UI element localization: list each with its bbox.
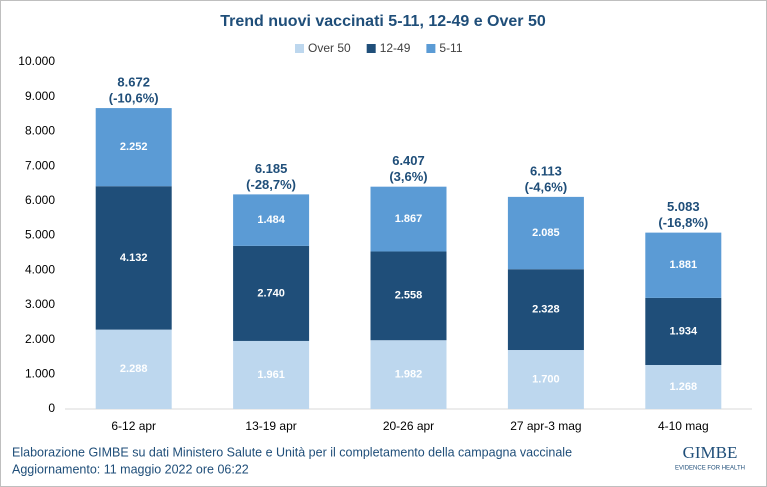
total-label: 6.407	[392, 153, 425, 168]
bar-segment	[233, 194, 310, 246]
total-label: 8.672	[117, 75, 150, 90]
bar-segment	[507, 350, 584, 409]
data-label: 2.328	[532, 304, 560, 316]
data-label: 1.881	[670, 259, 698, 271]
legend-label: 5-11	[439, 41, 462, 55]
data-label: 1.934	[670, 325, 698, 337]
y-tick-label: 10.000	[18, 54, 55, 68]
y-tick-label: 6.000	[25, 193, 55, 207]
legend-label: Over 50	[308, 41, 351, 55]
bar-segment	[370, 251, 447, 341]
y-tick-label: 5.000	[25, 228, 55, 242]
bar-segment	[95, 108, 172, 187]
legend-swatch	[295, 44, 304, 53]
y-tick-label: 7.000	[25, 158, 55, 172]
data-label: 1.268	[670, 381, 698, 393]
legend-swatch	[366, 44, 376, 53]
bar-segment	[95, 329, 172, 409]
chart-title: Trend nuovi vaccinati 5-11, 12-49 e Over…	[220, 13, 546, 30]
change-label: (-10,6%)	[109, 91, 159, 106]
data-label: 2.558	[395, 290, 423, 302]
data-label: 1.867	[395, 213, 423, 225]
change-label: (-16,8%)	[658, 215, 708, 230]
bar-segment	[370, 186, 447, 252]
logo-name: GIMBE	[683, 443, 738, 462]
y-tick-label: 0	[48, 401, 55, 415]
y-tick-label: 1.000	[25, 366, 55, 380]
x-tick-label: 20-26 apr	[383, 419, 434, 433]
bar-segment	[233, 340, 310, 409]
data-label: 4.132	[120, 252, 148, 264]
x-tick-label: 27 apr-3 mag	[510, 419, 581, 433]
y-tick-label: 2.000	[25, 332, 55, 346]
y-tick-label: 8.000	[25, 124, 55, 138]
legend-label: 12-49	[380, 41, 411, 55]
y-tick-label: 3.000	[25, 297, 55, 311]
bar-segment	[645, 365, 722, 409]
total-label: 5.083	[667, 199, 700, 214]
change-label: (-28,7%)	[246, 177, 296, 192]
data-label: 2.288	[120, 363, 148, 375]
legend-swatch	[426, 44, 436, 53]
change-label: (-4,6%)	[525, 179, 568, 194]
data-label: 2.252	[120, 141, 148, 153]
total-label: 6.185	[255, 161, 288, 176]
bar-segment	[507, 196, 584, 270]
bar-segment	[95, 186, 172, 330]
footer-source: Elaborazione GIMBE su dati Ministero Sal…	[12, 445, 572, 459]
logo-tagline: EVIDENCE FOR HEALTH	[675, 466, 745, 472]
data-label: 2.740	[257, 287, 285, 299]
data-label: 1.982	[395, 369, 423, 381]
footer-update: Aggiornamento: 11 maggio 2022 ore 06:22	[12, 462, 249, 476]
data-label: 1.484	[257, 214, 285, 226]
x-tick-label: 4-10 mag	[658, 419, 709, 433]
y-tick-label: 9.000	[25, 89, 55, 103]
bar-segment	[645, 297, 722, 366]
data-label: 2.085	[532, 227, 560, 239]
bar-segment	[645, 232, 722, 298]
data-label: 1.700	[532, 373, 560, 385]
x-tick-label: 6-12 apr	[111, 419, 156, 433]
total-label: 6.113	[530, 163, 562, 178]
x-tick-label: 13-19 apr	[245, 419, 296, 433]
bar-segment	[370, 340, 447, 409]
y-tick-label: 4.000	[25, 262, 55, 276]
bar-segment	[507, 269, 584, 351]
bar-segment	[233, 245, 310, 341]
data-label: 1.961	[257, 369, 285, 381]
change-label: (3,6%)	[389, 169, 427, 184]
